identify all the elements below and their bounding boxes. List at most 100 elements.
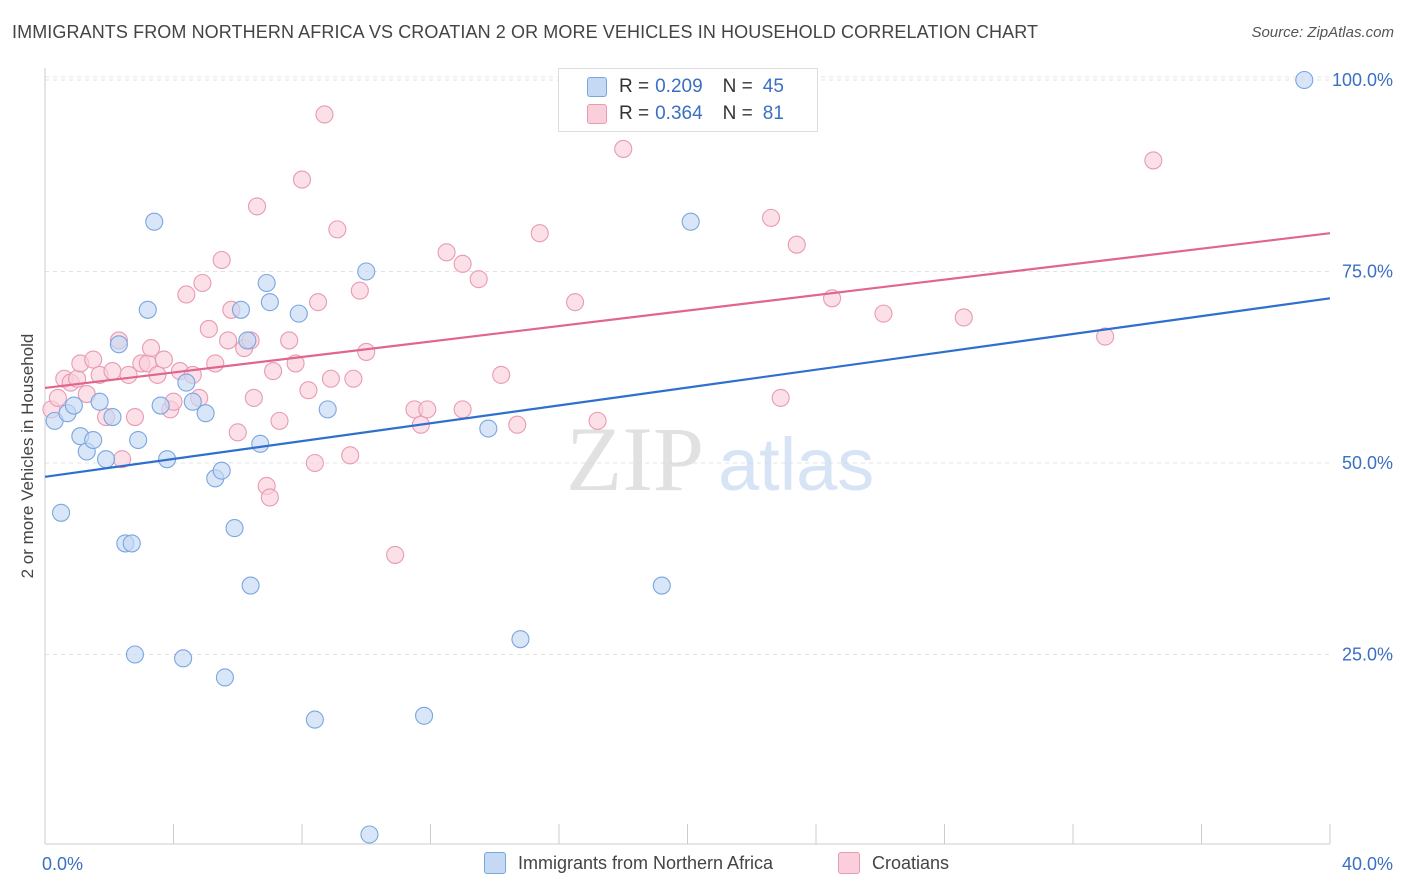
r-label: R = (619, 103, 650, 124)
r-value: 0.364 (655, 103, 703, 124)
point-croatians (954, 308, 973, 327)
point-croatians (141, 339, 161, 358)
point-croatians (125, 407, 144, 427)
point-immigrants (1295, 70, 1314, 90)
y-tick-label: 25.0% (1342, 645, 1393, 665)
point-croatians (1144, 151, 1163, 170)
tick-labels: 25.0% 50.0% 75.0% 100.0% 0.0% 40.0% (42, 70, 1393, 874)
point-croatians (309, 293, 328, 312)
point-immigrants (260, 293, 279, 312)
point-croatians (418, 400, 437, 419)
n-label: N = (722, 103, 753, 124)
point-croatians (321, 369, 340, 388)
point-croatians (212, 250, 231, 270)
point-croatians (530, 224, 549, 243)
x-tick-label: 0.0% (42, 854, 83, 874)
legend-swatch-blue (484, 852, 506, 874)
point-immigrants (251, 434, 270, 453)
point-immigrants (652, 576, 671, 595)
point-croatians (199, 319, 218, 339)
point-immigrants (257, 273, 276, 293)
point-croatians (453, 400, 472, 419)
point-croatians (453, 254, 472, 273)
point-immigrants (241, 576, 260, 595)
point-immigrants (109, 335, 128, 354)
point-croatians (154, 350, 173, 369)
point-croatians (48, 388, 67, 407)
point-immigrants (305, 710, 324, 729)
legend-item-immigrants: Immigrants from Northern Africa (484, 852, 773, 874)
n-value: 81 (762, 103, 784, 124)
r-label: R = (619, 76, 650, 97)
point-croatians (328, 220, 347, 239)
point-croatians (508, 415, 527, 434)
point-immigrants (183, 392, 202, 411)
point-immigrants (681, 212, 700, 231)
point-immigrants (231, 300, 251, 319)
n-value: 45 (762, 76, 784, 97)
point-croatians (437, 243, 456, 262)
point-croatians (103, 362, 122, 381)
point-immigrants (479, 419, 498, 438)
point-croatians (341, 446, 360, 465)
point-croatians (84, 350, 103, 369)
watermark-zip: ZIP (566, 408, 704, 510)
legend-label: Croatians (872, 852, 950, 873)
point-immigrants (225, 519, 244, 538)
r-value: 0.209 (655, 76, 703, 97)
point-immigrants (129, 430, 148, 450)
point-immigrants (212, 461, 231, 480)
point-immigrants (138, 300, 157, 319)
series-immigrants-northern-africa (45, 70, 1314, 844)
point-croatians (344, 369, 363, 388)
point-croatians (771, 388, 790, 407)
point-croatians (299, 381, 318, 400)
point-croatians (260, 488, 279, 507)
point-croatians (219, 331, 238, 350)
point-croatians (588, 411, 607, 430)
point-immigrants (511, 630, 530, 649)
point-immigrants (125, 645, 144, 664)
point-immigrants (64, 396, 83, 415)
legend-item-croatians: Croatians (838, 852, 949, 874)
watermark-atlas: atlas (718, 423, 874, 506)
point-croatians (280, 331, 299, 350)
point-immigrants (84, 430, 103, 450)
point-croatians (305, 453, 324, 473)
point-croatians (761, 208, 781, 227)
point-croatians (193, 273, 212, 293)
stats-row-blue: R = 0.209 N = 45 (587, 75, 784, 99)
point-immigrants (215, 668, 234, 687)
point-immigrants (177, 373, 196, 392)
point-croatians (350, 281, 369, 300)
point-croatians (787, 235, 806, 254)
point-croatians (206, 354, 225, 373)
point-immigrants (289, 304, 308, 323)
point-immigrants (103, 407, 122, 427)
trend-lines (44, 232, 1331, 478)
y-tick-label: 100.0% (1332, 70, 1393, 90)
point-croatians (386, 545, 405, 564)
point-croatians (264, 362, 283, 381)
point-immigrants (90, 392, 109, 411)
stats-row-pink: R = 0.364 N = 81 (587, 102, 784, 126)
n-label: N = (722, 76, 753, 97)
point-immigrants (238, 331, 257, 350)
point-immigrants (357, 262, 376, 281)
point-croatians (244, 388, 263, 407)
source-label: Source: ZipAtlas.com (1251, 24, 1394, 41)
trend-line-croatians (44, 232, 1331, 390)
legend-label: Immigrants from Northern Africa (518, 852, 774, 873)
point-croatians (469, 270, 488, 289)
point-croatians (292, 170, 312, 189)
point-immigrants (174, 649, 193, 668)
point-immigrants (52, 503, 71, 522)
pink-swatch (587, 104, 607, 124)
point-croatians (228, 423, 247, 442)
y-axis-label: 2 or more Vehicles in Household (18, 333, 37, 579)
point-croatians (874, 304, 893, 323)
chart-title: IMMIGRANTS FROM NORTHERN AFRICA VS CROAT… (12, 22, 1039, 42)
y-tick-label: 50.0% (1342, 453, 1393, 473)
point-croatians (614, 139, 633, 158)
